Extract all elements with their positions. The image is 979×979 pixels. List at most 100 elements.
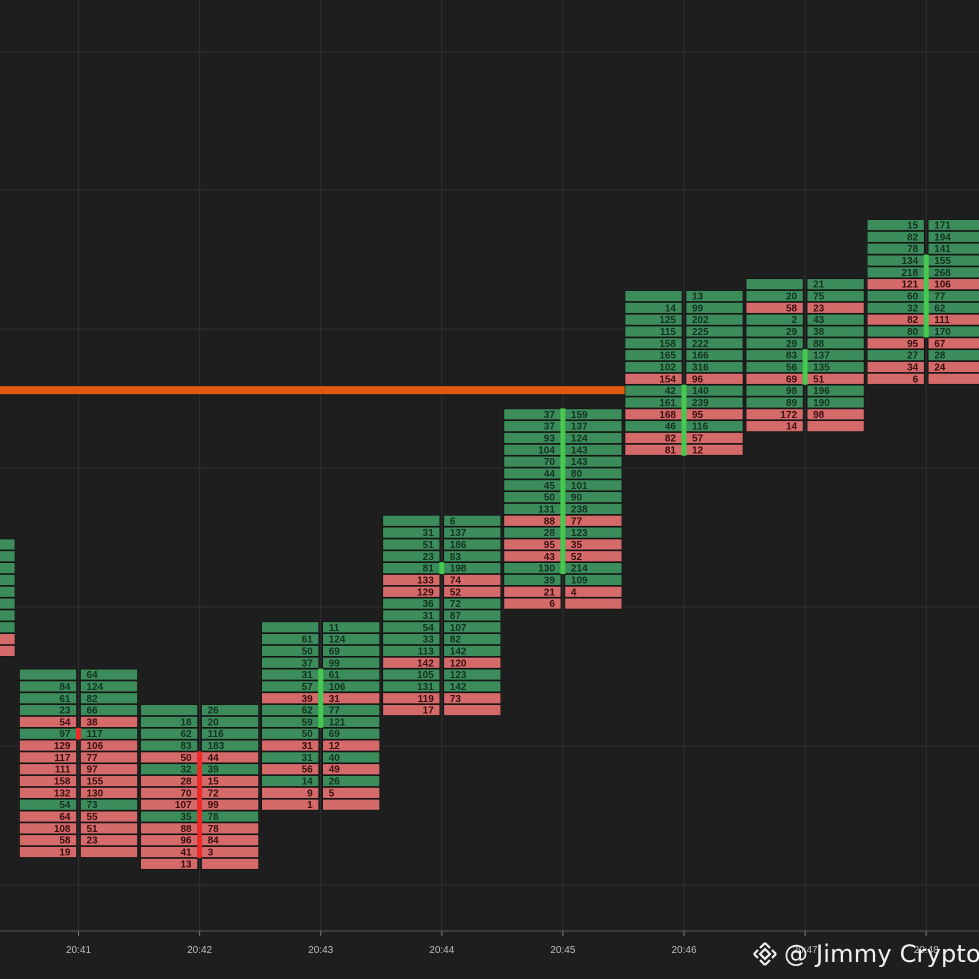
bid-cell (261, 633, 320, 645)
ask-volume-label: 225 (692, 327, 709, 338)
bid-cell (140, 716, 198, 728)
bid-cell (19, 834, 77, 846)
ask-cell (564, 597, 623, 610)
ask-cell (443, 621, 502, 633)
bid-cell (745, 337, 804, 350)
bid-cell (503, 574, 562, 586)
bid-volume-label: 121 (902, 280, 919, 291)
bid-cell (624, 302, 683, 314)
bid-volume-label: 89 (786, 398, 798, 409)
ask-volume-label: 11 (329, 623, 340, 634)
ask-volume-label: 75 (813, 292, 825, 303)
bid-volume-label: 64 (59, 812, 71, 823)
ask-cell (80, 716, 138, 728)
bid-cell (624, 361, 683, 373)
ask-cell (322, 798, 381, 811)
ask-cell (927, 231, 979, 243)
bid-cell (866, 361, 925, 373)
bid-volume-label: 35 (180, 812, 192, 823)
bid-cell (624, 349, 683, 361)
bid-volume-label: 59 (302, 717, 314, 728)
bid-volume-label: 104 (538, 445, 555, 456)
ask-volume-label: 43 (813, 315, 825, 326)
ask-volume-label: 24 (934, 363, 946, 374)
bid-cell (382, 668, 441, 681)
ask-volume-label: 137 (450, 528, 467, 539)
partial-candle-cell (0, 633, 16, 645)
time-axis: 20:41 20:42 20:43 20:44 20:45 20:46 20:47 20:48 (0, 930, 979, 956)
ask-cell (685, 313, 744, 326)
bid-volume-label: 36 (423, 599, 435, 610)
bid-cell (382, 680, 441, 693)
ask-cell (806, 384, 865, 397)
ask-volume-label: 66 (87, 706, 99, 717)
ask-volume-label: 38 (813, 327, 825, 338)
bid-cell (503, 597, 562, 610)
bid-cell (19, 716, 77, 728)
ask-volume-label: 98 (813, 410, 825, 421)
bid-volume-label: 117 (54, 753, 71, 764)
bid-cell (866, 242, 925, 255)
ask-volume-label: 87 (450, 611, 462, 622)
ask-volume-label: 96 (692, 374, 704, 385)
ask-volume-label: 239 (692, 398, 709, 409)
ask-volume-label: 137 (813, 351, 830, 362)
bid-cell (745, 302, 804, 314)
ask-cell (685, 337, 744, 350)
ask-cell (80, 798, 138, 811)
bid-volume-label: 119 (418, 694, 435, 705)
ask-volume-label: 77 (934, 292, 946, 303)
ask-cell (806, 278, 865, 290)
watermark-text: @ Jimmy Crypto (784, 940, 979, 968)
ask-cell (80, 846, 138, 858)
ask-cell (927, 337, 979, 350)
ask-volume-label: 99 (692, 303, 704, 314)
bid-volume-label: 37 (302, 658, 314, 669)
ask-cell (322, 775, 381, 787)
bid-volume-label: 82 (665, 433, 677, 444)
ask-volume-label: 109 (571, 575, 588, 586)
bid-cell (261, 621, 320, 633)
ask-volume-label: 62 (934, 303, 946, 314)
ask-volume-label: 21 (813, 280, 825, 291)
ask-cell (685, 302, 744, 314)
bid-volume-label: 161 (659, 398, 676, 409)
bid-volume-label: 107 (175, 800, 192, 811)
bid-volume-label: 129 (54, 741, 71, 752)
partial-candle-cell (0, 538, 16, 551)
ask-volume-label: 78 (208, 812, 220, 823)
price-level-line (0, 386, 625, 395)
ask-volume-label: 12 (692, 445, 704, 456)
bid-cell (19, 846, 77, 858)
partial-candle-cell (0, 597, 16, 610)
ask-volume-label: 77 (571, 516, 583, 527)
ask-cell (443, 550, 502, 562)
ask-volume-label: 121 (329, 717, 346, 728)
bid-volume-label: 113 (418, 646, 435, 657)
bid-volume-label: 131 (417, 682, 434, 693)
ask-cell (927, 361, 979, 373)
bid-volume-label: 96 (180, 836, 192, 847)
bid-cell (261, 739, 320, 752)
bid-cell (19, 787, 77, 799)
bid-cell (140, 728, 198, 740)
bid-volume-label: 111 (55, 765, 71, 776)
footprint-candle: 37 159 37 137 93 124 104 143 70 143 44 80 45 101 50 90 1… (503, 408, 623, 610)
ask-volume-label: 39 (208, 765, 220, 776)
bid-volume-label: 45 (544, 481, 556, 492)
bid-volume-label: 108 (54, 824, 71, 835)
bid-cell (19, 763, 77, 775)
bid-volume-label: 218 (902, 268, 919, 279)
ask-cell (80, 822, 138, 835)
ask-volume-label: 99 (329, 658, 341, 669)
bid-volume-label: 39 (544, 575, 556, 586)
ask-volume-label: 31 (329, 694, 341, 705)
ask-cell (443, 633, 502, 645)
bid-cell (382, 526, 441, 539)
bid-volume-label: 134 (902, 256, 919, 267)
ask-volume-label: 80 (571, 469, 583, 480)
candle-body-bar (560, 408, 566, 575)
bid-volume-label: 142 (417, 658, 434, 669)
ask-volume-label: 72 (450, 599, 462, 610)
